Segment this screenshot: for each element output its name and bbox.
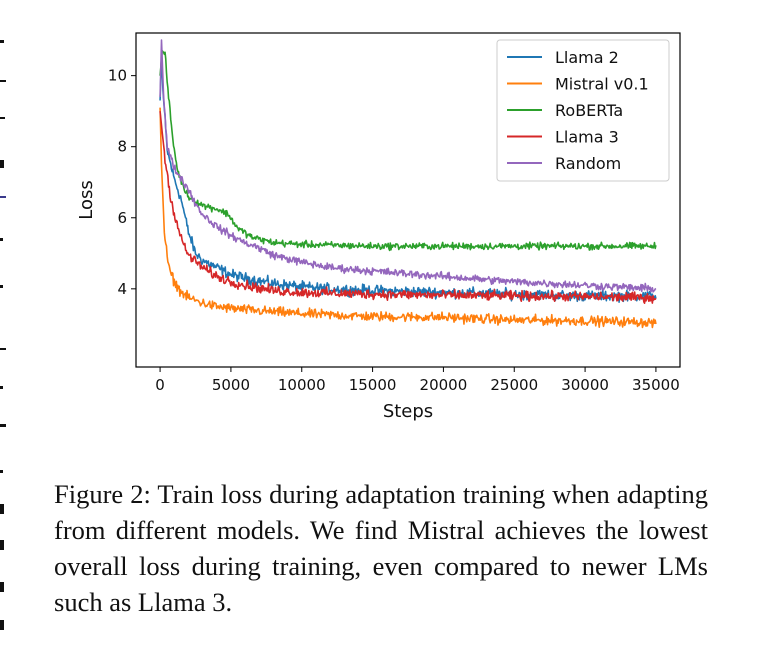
legend-box xyxy=(496,39,670,182)
x-tick-label: 15000 xyxy=(349,376,397,394)
left-margin-mark xyxy=(0,582,4,592)
left-margin-mark xyxy=(0,620,4,630)
left-margin-mark xyxy=(0,424,6,427)
legend-label: Llama 3 xyxy=(555,128,619,147)
series-line xyxy=(159,107,657,329)
left-margin-mark xyxy=(0,40,4,43)
y-axis-label: Loss xyxy=(76,180,97,219)
legend-label: Mistral v0.1 xyxy=(555,75,649,94)
left-margin-mark xyxy=(0,348,6,350)
legend: Llama 2 Mistral v0.1 RoBERTa Llama 3 Random xyxy=(496,39,670,182)
figure-caption: Figure 2: Train loss during adaptation t… xyxy=(54,479,708,617)
legend-label: RoBERTa xyxy=(555,101,623,120)
y-tick-label: 8 xyxy=(117,138,127,156)
left-margin-mark xyxy=(0,504,4,514)
series-line xyxy=(159,39,657,293)
legend-label: Llama 2 xyxy=(555,48,619,67)
y-tick-label: 4 xyxy=(117,280,127,298)
x-axis: 0 5000 10000 15000 20000 25000 30000 35000 xyxy=(155,367,680,394)
x-axis-label: Steps xyxy=(383,401,433,422)
y-tick-label: 10 xyxy=(108,67,127,85)
series-layer xyxy=(159,39,657,329)
x-tick-label: 25000 xyxy=(490,376,538,394)
left-margin-mark xyxy=(0,470,3,473)
left-margin-mark xyxy=(0,80,6,82)
series-line xyxy=(159,49,657,252)
y-tick-label: 6 xyxy=(117,209,127,227)
y-axis: 4 6 8 10 xyxy=(108,67,136,298)
left-margin-mark xyxy=(0,238,3,241)
x-tick-label: 5000 xyxy=(212,376,250,394)
left-margin-mark xyxy=(0,285,3,288)
x-tick-label: 10000 xyxy=(278,376,326,394)
left-margin-mark xyxy=(0,160,4,168)
plot-frame xyxy=(135,32,681,368)
left-margin-mark xyxy=(0,540,4,550)
series-line xyxy=(159,111,657,304)
x-tick-label: 0 xyxy=(155,376,165,394)
legend-label: Random xyxy=(555,154,621,173)
x-tick-label: 20000 xyxy=(420,376,468,394)
left-margin-mark xyxy=(0,386,3,389)
x-tick-label: 30000 xyxy=(561,376,609,394)
x-tick-label: 35000 xyxy=(632,376,680,394)
left-margin-mark xyxy=(0,196,6,198)
loss-chart: 0 5000 10000 15000 20000 25000 30000 35000 4 6 8 1… xyxy=(76,32,681,422)
left-margin-mark xyxy=(0,117,5,119)
